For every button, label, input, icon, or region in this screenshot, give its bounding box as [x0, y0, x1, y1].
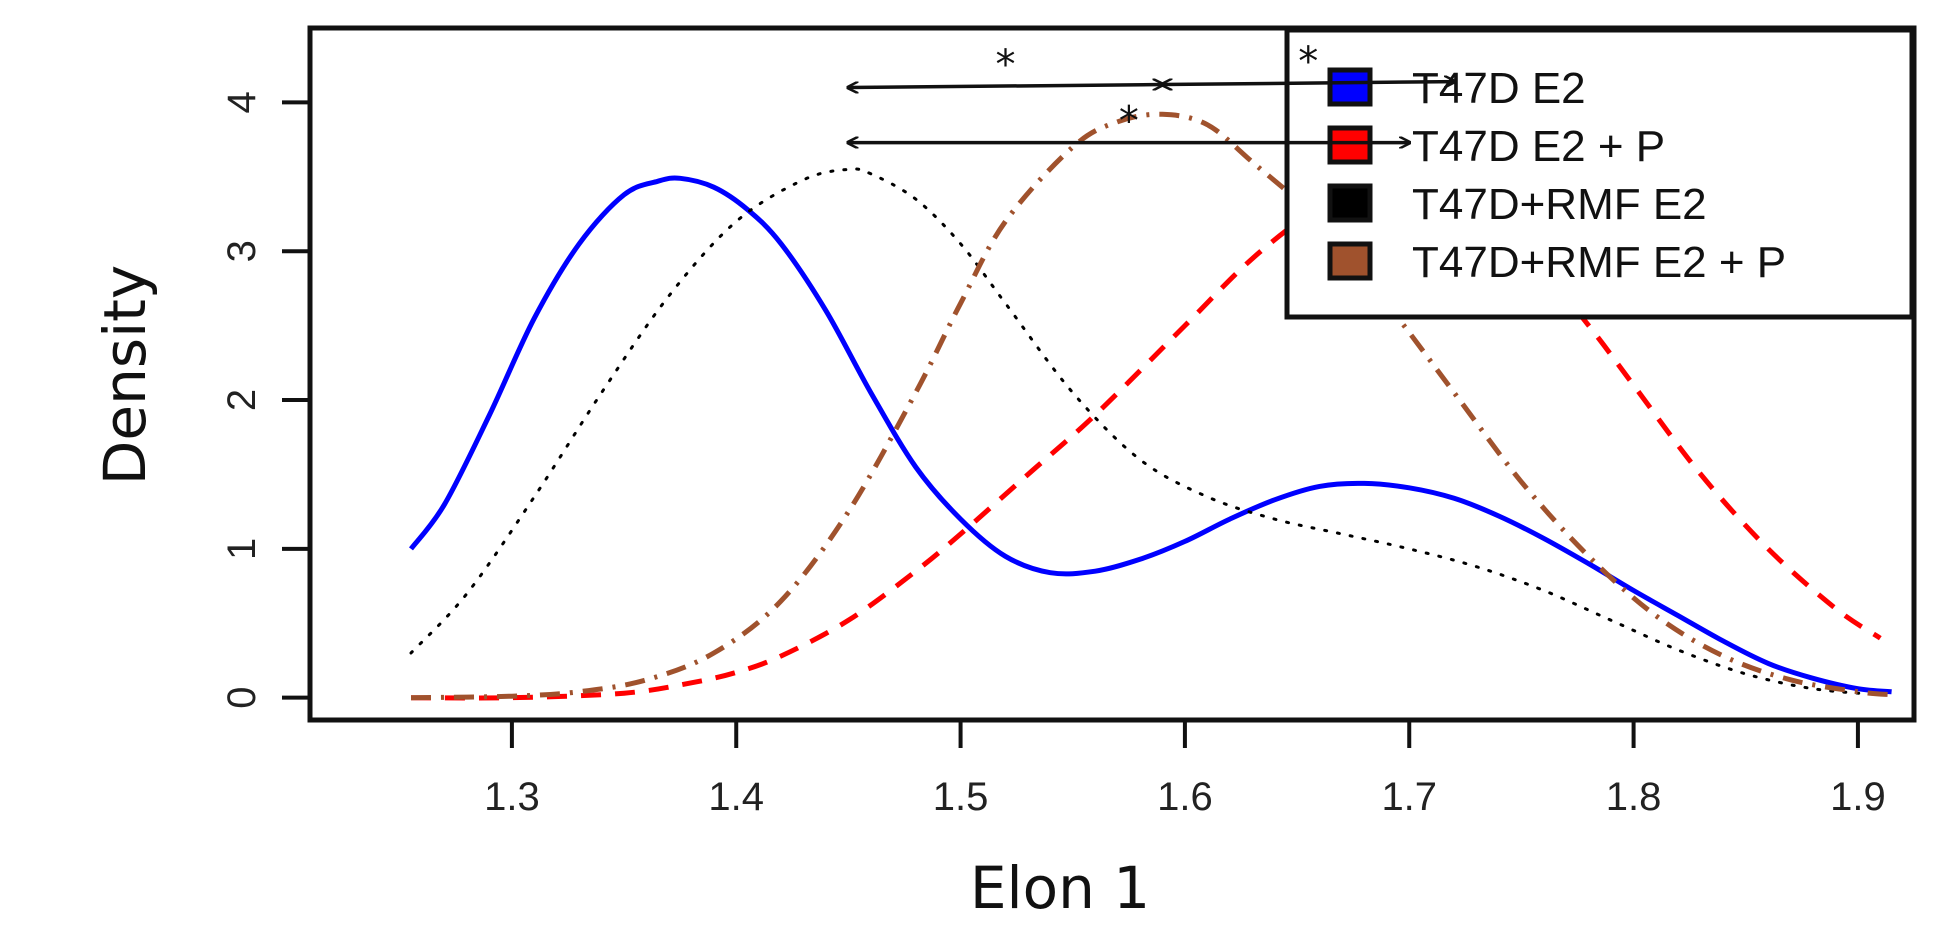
y-tick-label: 0 — [220, 687, 264, 709]
significance-arrow — [848, 85, 1162, 88]
legend-label-t47d-rmf-e2: T47D+RMF E2 — [1412, 180, 1707, 229]
legend-swatch-t47d-e2 — [1327, 67, 1373, 107]
x-tick-label: 1.8 — [1606, 775, 1662, 819]
y-axis-title: Density — [91, 265, 159, 486]
significance-star: * — [995, 42, 1015, 88]
y-tick-label: 1 — [220, 538, 264, 560]
x-tick-label: 1.9 — [1830, 775, 1886, 819]
legend-label-t47d-e2-p: T47D E2 + P — [1412, 122, 1665, 171]
significance-arrow — [1162, 82, 1454, 85]
plot-frame — [307, 25, 1917, 723]
legend-label-t47d-rmf-e2-p: T47D+RMF E2 + P — [1412, 238, 1786, 287]
series-line-t47d-rmf-e2-p — [410, 111, 1892, 701]
series-line-t47d-e2 — [408, 175, 1892, 695]
legend-label-t47d-e2: T47D E2 — [1412, 64, 1586, 113]
y-tick-label: 4 — [220, 91, 264, 113]
x-tick-label: 1.7 — [1381, 775, 1437, 819]
x-axis-title: Elon 1 — [970, 854, 1150, 922]
annotation-layer: * * * — [848, 39, 1454, 145]
legend-swatch-t47d-rmf-e2-p — [1327, 241, 1373, 281]
x-axis: 1.3 1.4 1.5 1.6 1.7 1.8 1.9 — [484, 720, 1886, 819]
x-tick-label: 1.5 — [933, 775, 989, 819]
y-tick-label: 2 — [220, 389, 264, 411]
x-tick-label: 1.3 — [484, 775, 540, 819]
series-layer — [408, 111, 1892, 701]
legend-swatch-t47d-e2-p — [1327, 125, 1373, 165]
x-tick-label: 1.4 — [708, 775, 764, 819]
y-axis: 0 1 2 3 4 — [220, 91, 310, 709]
legend-swatch-t47d-rmf-e2 — [1327, 183, 1373, 223]
x-tick-label: 1.6 — [1157, 775, 1213, 819]
significance-star: * — [1298, 39, 1318, 85]
y-tick-label: 3 — [220, 240, 264, 262]
legend-items: T47D E2 T47D E2 + P T47D+RMF E2 T47D+RMF E2… — [1327, 64, 1786, 287]
legend: T47D E2 T47D E2 + P T47D+RMF E2 T47D+RMF E2… — [1284, 27, 1915, 320]
significance-star: * — [1119, 99, 1139, 145]
series-line-t47d-e2-p — [410, 176, 1882, 701]
